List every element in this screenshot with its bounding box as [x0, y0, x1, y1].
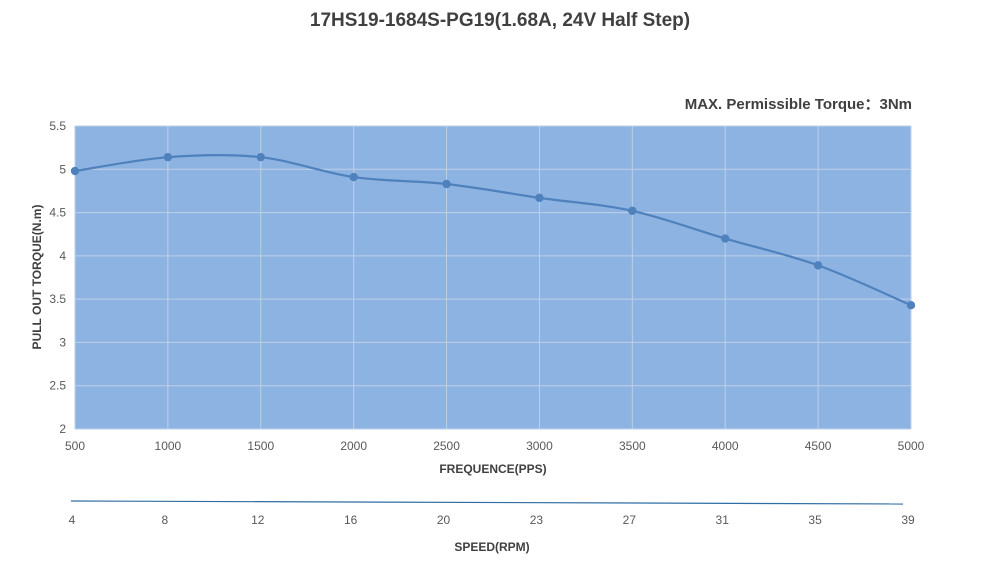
speed-axis-title: SPEED(RPM) [454, 540, 529, 554]
data-point-1000 [163, 152, 173, 162]
y-tick-label: 5 [59, 162, 66, 176]
y-tick-label: 4.5 [49, 206, 66, 220]
data-point-4000 [721, 234, 730, 243]
y-tick-label: 4 [59, 249, 66, 263]
torque-series-line [74, 153, 912, 307]
x-tick-label: 5000 [898, 439, 925, 453]
speed-tick-label: 23 [530, 513, 544, 527]
speed-tick-label: 35 [808, 513, 822, 527]
x-tick-label: 500 [65, 439, 85, 453]
x-tick-label: 4000 [712, 439, 739, 453]
x-tick-labels: 500 1000 1500 2000 2500 3000 3500 4000 4500 5000 [65, 439, 925, 453]
x-tick-label: 4500 [805, 439, 832, 453]
data-point-5000 [906, 301, 916, 310]
data-point-4500 [813, 261, 823, 270]
data-point-1500 [256, 152, 265, 162]
y-tick-label: 5.5 [49, 119, 66, 133]
data-markers [70, 152, 916, 310]
speed-tick-label: 20 [437, 513, 451, 527]
x-tick-label: 2000 [340, 439, 367, 453]
speed-tick-label: 31 [716, 513, 730, 527]
series-line-group [74, 153, 912, 307]
speed-tick-label: 12 [251, 513, 265, 527]
x-tick-label: 2500 [433, 439, 460, 453]
data-point-2000 [349, 172, 358, 182]
data-point-2500 [442, 179, 451, 189]
speed-tick-label: 8 [162, 513, 169, 527]
x-axis-title: FREQUENCE(PPS) [439, 462, 546, 476]
speed-tick-label: 4 [69, 513, 76, 527]
data-point-3000 [535, 193, 544, 203]
x-tick-label: 1500 [247, 439, 274, 453]
x-tick-label: 1000 [155, 439, 182, 453]
speed-tick-label: 27 [623, 513, 637, 527]
y-tick-label: 2.5 [49, 379, 66, 393]
speed-axis-line [70, 500, 904, 505]
y-axis-title: PULL OUT TORQUE(N.m) [30, 205, 44, 350]
y-tick-label: 3 [59, 335, 66, 349]
y-tick-labels: 2 2.5 3 3.5 4 4.5 5 5.5 [49, 119, 66, 436]
speed-tick-label: 16 [344, 513, 358, 527]
plot-area [75, 126, 911, 429]
y-tick-label: 3.5 [49, 292, 66, 306]
speed-tick-label: 39 [901, 513, 915, 527]
chart-title: 17HS19-1684S-PG19(1.68A, 24V Half Step) [310, 10, 690, 31]
max-torque-note: MAX. Permissible Torque：3Nm [685, 96, 912, 113]
y-tick-label: 2 [59, 422, 66, 436]
data-point-500 [70, 166, 80, 176]
data-point-3500 [628, 206, 637, 216]
x-tick-label: 3000 [526, 439, 553, 453]
x-tick-label: 3500 [619, 439, 646, 453]
speed-tick-labels: 4 8 12 16 20 23 27 31 35 39 [69, 513, 915, 527]
